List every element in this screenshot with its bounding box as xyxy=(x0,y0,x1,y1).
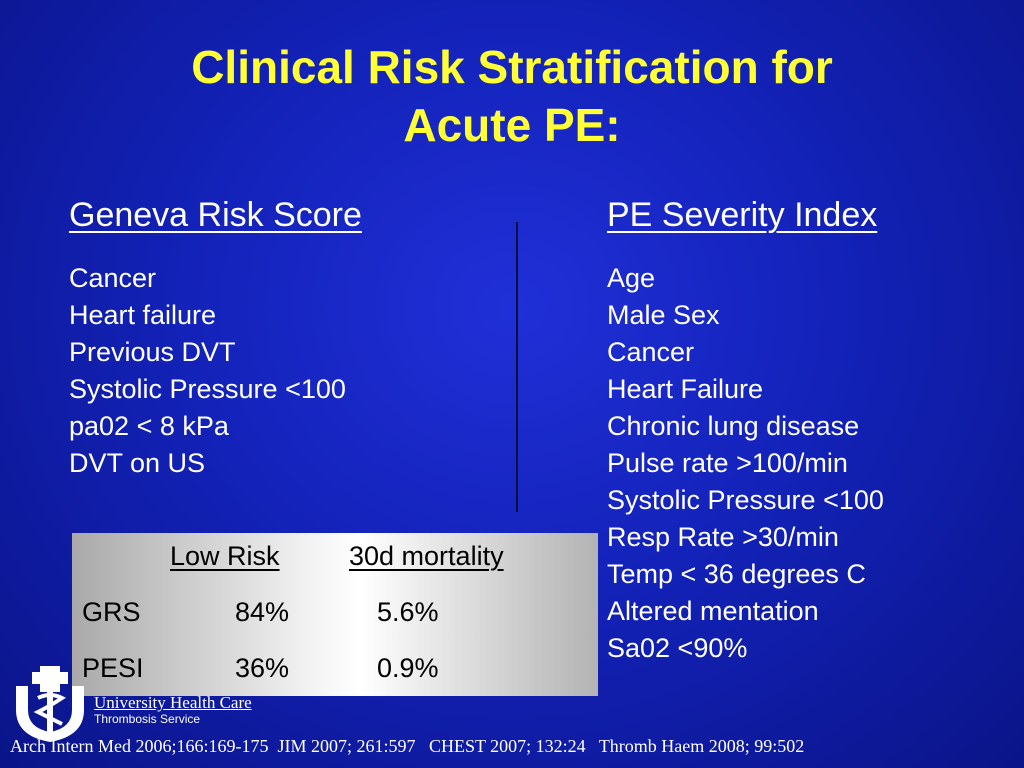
references-footer: Arch Intern Med 2006;166:169-175 JIM 200… xyxy=(10,736,805,756)
list-item: pa02 < 8 kPa xyxy=(69,411,229,441)
slide-title: Clinical Risk Stratification for Acute P… xyxy=(0,38,1024,154)
logo-text: University Health Care Thrombosis Servic… xyxy=(94,694,252,727)
list-item: Sa02 <90% xyxy=(607,633,748,663)
risk-table: Low Risk 30d mortality GRS 84% 5.6% PESI… xyxy=(72,533,598,696)
geneva-heading: Geneva Risk Score xyxy=(69,196,362,234)
header-30d-mortality: 30d mortality xyxy=(349,541,504,571)
list-item: Temp < 36 degrees C xyxy=(607,559,866,589)
list-item: Altered mentation xyxy=(607,596,819,626)
list-item: Heart failure xyxy=(69,300,217,330)
low-risk-value: 84% xyxy=(235,597,290,627)
list-item: Systolic Pressure <100 xyxy=(69,374,346,404)
list-item: Age xyxy=(607,263,656,293)
list-item: Systolic Pressure <100 xyxy=(607,485,884,515)
pesi-heading: PE Severity Index xyxy=(607,196,878,234)
list-item: DVT on US xyxy=(69,448,206,478)
list-item: Cancer xyxy=(607,337,695,367)
low-risk-value: 36% xyxy=(235,653,290,683)
table-row: GRS 84% 5.6% xyxy=(72,597,598,637)
logo-subtitle: Thrombosis Service xyxy=(94,712,201,726)
list-item: Chronic lung disease xyxy=(607,411,860,441)
table-row: PESI 36% 0.9% xyxy=(72,653,598,693)
list-item: Pulse rate >100/min xyxy=(607,448,848,478)
title-line-2: Acute PE: xyxy=(403,99,621,151)
column-divider xyxy=(516,222,518,512)
mortality-value: 5.6% xyxy=(377,597,439,627)
list-item: Resp Rate >30/min xyxy=(607,522,839,552)
list-item: Previous DVT xyxy=(69,337,236,367)
header-low-risk: Low Risk xyxy=(170,541,280,571)
logo-name: University Health Care xyxy=(94,693,252,712)
list-item: Heart Failure xyxy=(607,374,764,404)
title-line-1: Clinical Risk Stratification for xyxy=(191,41,833,93)
pesi-list: Age Male Sex Cancer Heart Failure Chroni… xyxy=(607,260,884,667)
hospital-logo-icon xyxy=(16,666,84,742)
mortality-value: 0.9% xyxy=(377,653,439,683)
row-label: GRS xyxy=(82,597,141,627)
row-label: PESI xyxy=(82,653,144,683)
list-item: Cancer xyxy=(69,263,157,293)
geneva-list: Cancer Heart failure Previous DVT Systol… xyxy=(69,260,346,482)
list-item: Male Sex xyxy=(607,300,720,330)
